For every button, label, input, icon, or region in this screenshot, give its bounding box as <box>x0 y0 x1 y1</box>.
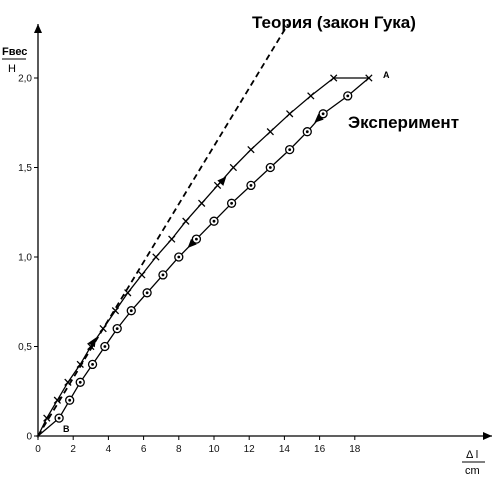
loading-point <box>168 235 176 243</box>
unloading-point <box>302 127 312 137</box>
loading-point <box>138 271 146 279</box>
x-tick-label: 2 <box>70 444 76 455</box>
unloading-point <box>158 270 168 280</box>
y-tick-label: 2,0 <box>18 74 32 85</box>
y-tick-label: 1,0 <box>18 253 32 264</box>
loading-point <box>43 414 51 422</box>
unloading-point <box>318 109 328 119</box>
unloading-direction-arrow <box>314 113 324 123</box>
unloading-point <box>100 341 110 352</box>
loading-direction-arrow <box>87 337 97 348</box>
unloading-point <box>343 91 353 101</box>
x-tick-label: 8 <box>176 444 182 455</box>
unloading-point <box>142 288 152 298</box>
experiment-annotation: Эксперимент <box>348 113 459 132</box>
x-tick-label: 12 <box>244 444 256 455</box>
theory-annotation: Теория (закон Гука) <box>252 13 416 32</box>
loading-point <box>124 289 132 297</box>
loading-point <box>330 74 338 82</box>
y-axis-label-bottom: Н <box>8 63 16 75</box>
x-tick-label: 0 <box>35 444 41 455</box>
loading-point <box>64 378 72 386</box>
point-a-label: A <box>383 70 390 80</box>
y-tick-label: 1,5 <box>18 163 32 174</box>
loading-point <box>182 217 190 225</box>
unloading-point <box>285 144 295 155</box>
loading-point <box>266 128 274 136</box>
unloading-point <box>226 198 237 208</box>
loading-point <box>99 324 107 333</box>
loading-point <box>53 396 62 404</box>
x-tick-label: 10 <box>208 444 220 455</box>
x-tick-label: 18 <box>349 444 361 455</box>
loading-point <box>307 92 315 100</box>
loading-point <box>286 110 294 118</box>
unloading-direction-arrow <box>187 238 197 249</box>
loading-point <box>111 307 120 315</box>
loading-curve <box>37 77 369 437</box>
x-tick-label: 4 <box>106 444 112 455</box>
loading-point <box>229 163 238 172</box>
unloading-point <box>126 306 136 316</box>
y-axis-label-top: Fвес <box>2 46 27 58</box>
loading-point <box>213 181 222 190</box>
unloading-point <box>54 413 64 423</box>
unloading-point <box>246 180 256 191</box>
unloading-point <box>65 395 75 405</box>
y-tick-label: 0 <box>26 432 32 443</box>
loading-point <box>198 199 206 207</box>
y-tick-label: 0,5 <box>18 342 32 353</box>
unloading-point <box>174 252 184 262</box>
unloading-point <box>191 234 202 244</box>
loading-point <box>76 360 84 369</box>
unloading-point <box>112 323 122 334</box>
unloading-point <box>265 162 275 173</box>
x-axis-label-bottom: cm <box>465 465 480 477</box>
theory-line <box>37 23 289 437</box>
point-b-label: B <box>63 424 70 434</box>
x-axis-label-top: Δ l <box>466 449 478 461</box>
x-tick-label: 16 <box>314 444 326 455</box>
loading-point <box>152 253 160 261</box>
unloading-point <box>87 359 98 370</box>
x-tick-label: 14 <box>279 444 291 455</box>
unloading-curve <box>37 77 370 437</box>
x-tick-label: 6 <box>141 444 147 455</box>
loading-point <box>247 145 255 154</box>
loading-direction-arrow <box>217 176 227 186</box>
unloading-point <box>75 377 85 387</box>
unloading-point <box>209 216 219 226</box>
